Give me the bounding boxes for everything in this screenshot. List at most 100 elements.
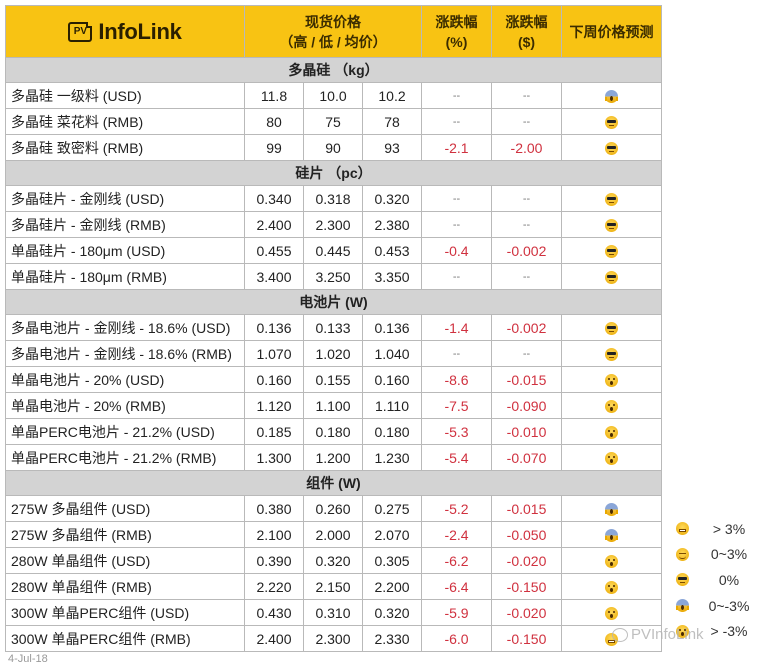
forecast-cell: [561, 599, 663, 626]
price-avg: 78: [361, 108, 423, 135]
price-high: 0.340: [244, 185, 304, 212]
table-row: 多晶硅 一级料 (USD) 11.8 10.0 10.2 -- --: [5, 82, 663, 109]
product-label: 多晶硅 致密料 (RMB): [5, 134, 245, 161]
change-usd: -0.010: [491, 418, 563, 445]
price-avg: 93: [361, 134, 423, 161]
spot-price-title: 现货价格: [305, 13, 361, 30]
change-usd: -0.070: [491, 444, 563, 471]
forecast-cell: [561, 444, 663, 471]
product-label: 275W 多晶组件 (USD): [5, 495, 245, 522]
logo-text: InfoLink: [98, 18, 182, 44]
change-usd: -0.015: [491, 366, 563, 393]
product-label: 单晶电池片 - 20% (RMB): [5, 392, 245, 419]
change-usd: -0.002: [491, 237, 563, 264]
forecast-cell: [561, 237, 663, 264]
forecast-cell: [561, 211, 663, 238]
forecast-legend: > 3% 0~3% 0% 0~-3% > -3%: [668, 516, 758, 644]
price-low: 0.155: [303, 366, 363, 393]
price-avg: 0.160: [361, 366, 423, 393]
cool-face-icon: [605, 142, 619, 156]
product-label: 多晶硅片 - 金刚线 (RMB): [5, 211, 245, 238]
price-avg: 0.305: [361, 547, 423, 574]
table-row: 单晶电池片 - 20% (RMB) 1.120 1.100 1.110 -7.5 -0.0…: [5, 392, 663, 419]
product-label: 275W 多晶组件 (RMB): [5, 521, 245, 548]
change-pct: -0.4: [421, 237, 493, 264]
price-low: 1.200: [303, 444, 363, 471]
change-pct: --: [421, 263, 493, 290]
change-pct: -5.2: [421, 495, 493, 522]
section-header: 硅片 （pc）: [4, 160, 663, 186]
table-row: 多晶硅片 - 金刚线 (RMB) 2.400 2.300 2.380 -- --: [5, 211, 663, 238]
change-pct: -7.5: [421, 392, 493, 419]
shock-face-icon: [605, 400, 619, 414]
table-row: 单晶PERC电池片 - 21.2% (RMB) 1.300 1.200 1.230 -5…: [5, 444, 663, 471]
price-low: 0.260: [303, 495, 363, 522]
scream-face-icon: [676, 599, 689, 613]
change-pct: -5.3: [421, 418, 493, 445]
price-high: 2.400: [244, 211, 304, 238]
price-high: 0.455: [244, 237, 304, 264]
price-low: 3.250: [303, 263, 363, 290]
forecast-cell: [561, 573, 663, 600]
table-row: 300W 单晶PERC组件 (RMB) 2.400 2.300 2.330 -6.0 -0…: [5, 625, 663, 652]
scream-face-icon: [605, 529, 619, 543]
price-high: 1.070: [244, 340, 304, 367]
price-avg: 2.200: [361, 573, 423, 600]
forecast-cell: [561, 392, 663, 419]
change-pct: --: [421, 340, 493, 367]
forecast-cell: [561, 185, 663, 212]
change-usd: --: [491, 108, 563, 135]
cool-face-icon: [605, 322, 619, 336]
table-row: 多晶硅 致密料 (RMB) 99 90 93 -2.1 -2.00: [5, 134, 663, 161]
watermark-text: PVInfoLink: [631, 626, 704, 643]
price-high: 0.390: [244, 547, 304, 574]
forecast-cell: [561, 521, 663, 548]
price-high: 99: [244, 134, 304, 161]
shock-face-icon: [605, 555, 619, 569]
price-avg: 1.040: [361, 340, 423, 367]
cool-face-icon: [605, 271, 619, 285]
table-row: 单晶硅片 - 180μm (USD) 0.455 0.445 0.453 -0.4 -0.…: [5, 237, 663, 264]
change-usd: --: [491, 211, 563, 238]
cool-face-icon: [605, 245, 619, 259]
change-pct: -5.9: [421, 599, 493, 626]
table-row: 300W 单晶PERC组件 (USD) 0.430 0.310 0.320 -5.9 -0…: [5, 599, 663, 626]
price-avg: 0.453: [361, 237, 423, 264]
forecast-cell: [561, 108, 663, 135]
table-row: 多晶电池片 - 金刚线 - 18.6% (USD) 0.136 0.133 0.136…: [5, 314, 663, 341]
forecast-cell: [561, 134, 663, 161]
cool-face-icon: [605, 116, 619, 130]
price-low: 75: [303, 108, 363, 135]
forecast-cell: [561, 263, 663, 290]
change-usd: -0.050: [491, 521, 563, 548]
change-pct: -5.4: [421, 444, 493, 471]
price-low: 0.133: [303, 314, 363, 341]
price-low: 2.150: [303, 573, 363, 600]
price-high: 2.400: [244, 625, 304, 652]
smile-face-icon: [676, 547, 689, 561]
table-row: 275W 多晶组件 (RMB) 2.100 2.000 2.070 -2.4 -0.050: [5, 521, 663, 548]
change-pct: -6.4: [421, 573, 493, 600]
table-row: 单晶硅片 - 180μm (RMB) 3.400 3.250 3.350 -- --: [5, 263, 663, 290]
table-row: 多晶电池片 - 金刚线 - 18.6% (RMB) 1.070 1.020 1.040…: [5, 340, 663, 367]
change-pct: -2.1: [421, 134, 493, 161]
change-usd-unit: ($): [517, 33, 536, 50]
price-low: 2.000: [303, 521, 363, 548]
product-label: 多晶电池片 - 金刚线 - 18.6% (RMB): [5, 340, 245, 367]
product-label: 280W 单晶组件 (USD): [5, 547, 245, 574]
cool-face-icon: [605, 193, 619, 207]
change-usd: -0.015: [491, 495, 563, 522]
legend-label: 0%: [718, 571, 740, 588]
shock-face-icon: [605, 581, 619, 595]
product-label: 300W 单晶PERC组件 (RMB): [5, 625, 245, 652]
price-high: 0.380: [244, 495, 304, 522]
price-avg: 1.110: [361, 392, 423, 419]
pv-logo-icon: PV: [68, 21, 93, 42]
change-usd: -0.020: [491, 599, 563, 626]
table-row: 多晶硅 菜花料 (RMB) 80 75 78 -- --: [5, 108, 663, 135]
price-high: 11.8: [244, 82, 304, 109]
change-usd: -2.00: [491, 134, 563, 161]
change-usd: --: [491, 263, 563, 290]
table-row: 单晶电池片 - 20% (USD) 0.160 0.155 0.160 -8.6 -0.0…: [5, 366, 663, 393]
scream-face-icon: [605, 90, 619, 104]
